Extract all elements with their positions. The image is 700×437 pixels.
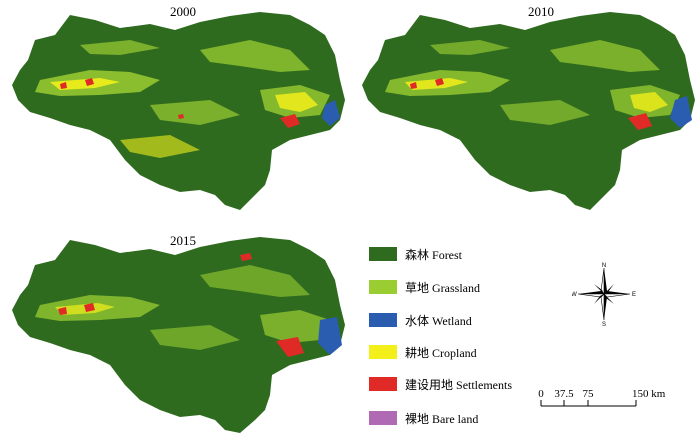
legend-swatch-bare-land bbox=[369, 411, 397, 425]
scale-tick-150-km: 150 km bbox=[632, 388, 666, 400]
legend-zh-settlements: 建设用地 bbox=[405, 377, 454, 392]
legend-item-grassland: 草地 Grassland bbox=[369, 279, 480, 295]
compass-rose bbox=[577, 267, 631, 321]
panel-title-2010: 2010 bbox=[528, 4, 554, 19]
compass-e-label: E bbox=[632, 292, 636, 298]
panel-title-2015: 2015 bbox=[170, 233, 196, 248]
legend-item-cropland: 耕地 Cropland bbox=[369, 344, 477, 360]
legend-zh-grassland: 草地 bbox=[405, 280, 430, 295]
legend-swatch-forest bbox=[369, 247, 397, 261]
land-use-map-2015 bbox=[12, 237, 345, 433]
scale-tick-0: 0 bbox=[538, 388, 544, 400]
compass-w-label: W bbox=[572, 292, 577, 298]
scale-bar: 0 37.5 75 150 km bbox=[538, 388, 666, 407]
legend-en-wetland: Wetland bbox=[432, 313, 472, 328]
legend-item-settlements: 建设用地 Settlements bbox=[369, 376, 512, 392]
legend-zh-cropland: 耕地 bbox=[405, 345, 430, 360]
legend-en-bare-land: Bare land bbox=[432, 411, 479, 426]
legend-swatch-wetland bbox=[369, 313, 397, 327]
land-use-map-2010 bbox=[362, 12, 695, 210]
legend-zh-wetland: 水体 bbox=[405, 313, 430, 328]
legend-zh-bare-land: 裸地 bbox=[405, 411, 430, 426]
legend-zh-forest: 森林 bbox=[405, 247, 430, 262]
legend-en-cropland: Cropland bbox=[432, 345, 477, 360]
legend-item-bare-land: 裸地 Bare land bbox=[369, 410, 478, 426]
legend-swatch-settlements bbox=[369, 377, 397, 391]
north-arrow-compass-icon: N S W E bbox=[572, 263, 636, 326]
map-panel-2015: 2015 bbox=[0, 225, 350, 437]
map-panel-2010: 2010 bbox=[350, 0, 700, 215]
land-use-map-2000 bbox=[12, 12, 345, 210]
compass-s-label: S bbox=[602, 322, 606, 326]
scale-tick-75: 75 bbox=[583, 388, 595, 400]
legend-en-grassland: Grassland bbox=[432, 280, 481, 295]
legend-swatch-cropland bbox=[369, 345, 397, 359]
legend-en-forest: Forest bbox=[432, 247, 463, 262]
legend-item-wetland: 水体 Wetland bbox=[369, 312, 472, 328]
map-panel-2000: 2000 bbox=[0, 0, 350, 215]
panel-title-2000: 2000 bbox=[170, 4, 196, 19]
scale-tick-37-5: 37.5 bbox=[554, 388, 574, 400]
compass-n-label: N bbox=[602, 263, 606, 269]
legend-en-settlements: Settlements bbox=[456, 377, 513, 392]
legend-swatch-grassland bbox=[369, 280, 397, 294]
legend-item-forest: 森林 Forest bbox=[369, 246, 462, 262]
